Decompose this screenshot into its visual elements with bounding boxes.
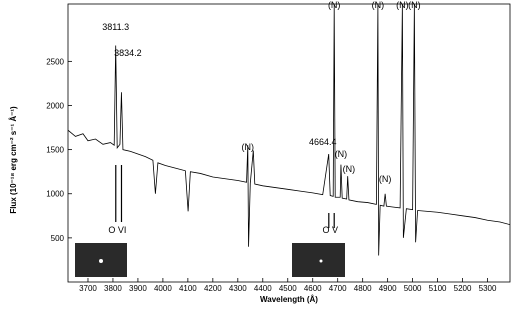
x-axis-title: Wavelength (Å) [260, 295, 318, 304]
x-tick-label: 4800 [354, 284, 372, 293]
annotation: (N) [396, 0, 409, 10]
annotation: 3811.3 [102, 22, 129, 32]
x-tick-label: 4200 [204, 284, 222, 293]
y-axis-title: Flux (10⁻¹⁸ erg cm⁻² s⁻¹ Å⁻¹) [9, 106, 18, 214]
plot-frame [67, 3, 511, 283]
x-tick-label: 3700 [79, 284, 97, 293]
x-tick-label: 4600 [304, 284, 322, 293]
annotation: (N) [379, 174, 392, 184]
annotation: (N) [242, 142, 255, 152]
x-tick-label: 4300 [229, 284, 247, 293]
x-tick-label: 4400 [254, 284, 272, 293]
annotation: (N) [408, 0, 421, 10]
inset-ovi [75, 243, 127, 277]
y-tick-label: 500 [51, 234, 65, 243]
x-tick-label: 5200 [454, 284, 472, 293]
y-tick-label: 1000 [46, 190, 64, 199]
annotation: O V [322, 225, 338, 235]
annotation: (N) [343, 164, 356, 174]
annotation: 3834.2 [114, 48, 142, 58]
spectrum-line [68, 4, 510, 256]
annotation: 4664.4 [309, 137, 337, 147]
x-tick-label: 3900 [129, 284, 147, 293]
y-tick-label: 2500 [46, 57, 64, 66]
x-tick-label: 4900 [379, 284, 397, 293]
x-tick-label: 3800 [104, 284, 122, 293]
x-tick-label: 4100 [179, 284, 197, 293]
x-tick-label: 5300 [479, 284, 497, 293]
x-tick-label: 4700 [329, 284, 347, 293]
x-tick-label: 5100 [429, 284, 447, 293]
inset-ov [292, 243, 345, 277]
x-tick-label: 5000 [404, 284, 422, 293]
x-tick-label: 4000 [154, 284, 172, 293]
y-tick-label: 1500 [46, 146, 64, 155]
annotation: (N) [372, 0, 385, 10]
annotation: (N) [335, 149, 348, 159]
annotation: O VI [108, 225, 126, 235]
x-tick-label: 4500 [279, 284, 297, 293]
annotation: (N) [328, 0, 341, 10]
y-tick-label: 2000 [46, 101, 64, 110]
